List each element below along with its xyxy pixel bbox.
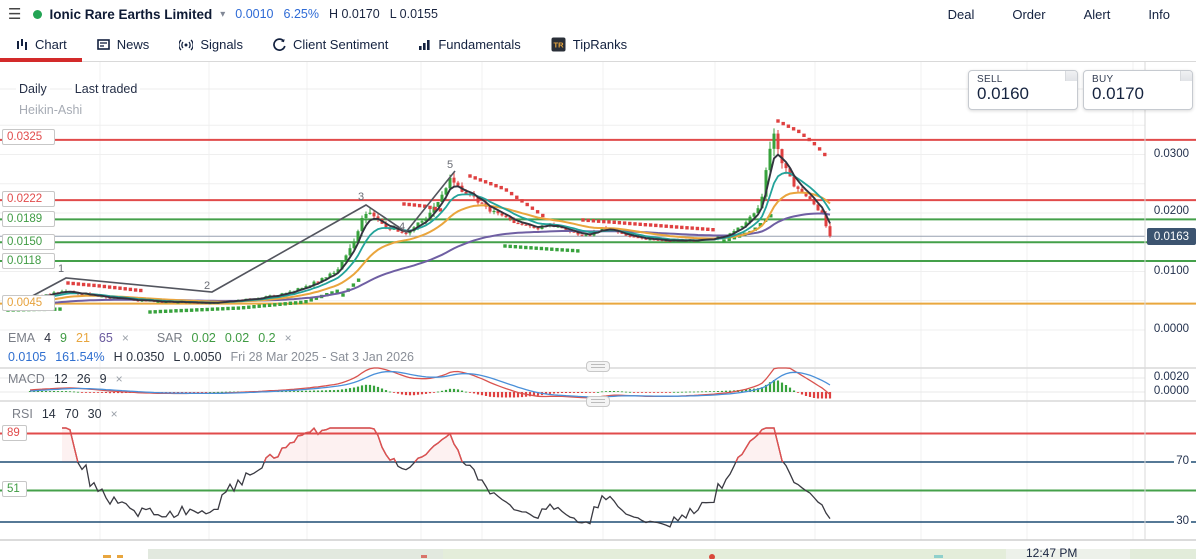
tab-fundamentals[interactable]: Fundamentals: [403, 28, 535, 61]
navigator-mark: [421, 555, 427, 558]
tab-bar: Chart News Signals Client Sentiment Fund…: [0, 28, 1196, 62]
time-axis-row: [0, 541, 1196, 549]
sar-close-icon[interactable]: ×: [284, 331, 292, 345]
axis-label-0200: 0.0200: [1151, 205, 1191, 217]
buy-ticket-edge: [1180, 71, 1192, 81]
level-badge-0150: 0.0150: [2, 234, 55, 250]
axis-label-0000: 0.0000: [1151, 323, 1191, 335]
navigator-mark: [934, 555, 943, 558]
pane-resize-handle[interactable]: [586, 396, 610, 407]
svg-text:5: 5: [447, 159, 453, 171]
rsi-axis-label-30: 30: [1174, 515, 1191, 527]
svg-text:1: 1: [58, 263, 64, 275]
tab-signals[interactable]: Signals: [164, 28, 258, 61]
sell-ticket-edge: [1065, 71, 1077, 81]
navigator-strip[interactable]: [148, 549, 443, 559]
svg-text:4: 4: [399, 221, 405, 233]
svg-text:TR: TR: [553, 41, 564, 50]
app-header: ☰ Ionic Rare Earths Limited ▾ 0.0010 6.2…: [0, 0, 1196, 29]
rsi-legend[interactable]: RSI 14 70 30 ×: [12, 407, 118, 421]
header-actions: Deal Order Alert Info: [948, 7, 1196, 22]
period-open: 0.0105: [8, 350, 47, 364]
level-badge-0118: 0.0118: [2, 253, 55, 269]
candle-style-label[interactable]: Heikin-Ashi: [16, 103, 86, 117]
ema-close-icon[interactable]: ×: [121, 331, 129, 345]
chart-toolbar: Daily Last traded: [16, 82, 141, 96]
info-button[interactable]: Info: [1148, 6, 1170, 22]
day-high: H 0.0170: [328, 7, 380, 21]
period-range: Fri 28 Mar 2025 - Sat 3 Jan 2026: [230, 350, 414, 364]
news-icon: [96, 38, 110, 51]
axis-label-0300: 0.0300: [1151, 148, 1191, 160]
price-change-pct: 6.25%: [283, 7, 319, 21]
order-button[interactable]: Order: [1012, 6, 1046, 22]
day-low: L 0.0155: [389, 7, 438, 21]
macd-axis-label-0000: 0.0000: [1151, 385, 1191, 397]
signals-icon: [179, 38, 194, 51]
sell-ticket-button[interactable]: SELL 0.0160: [968, 70, 1078, 110]
period-high: H 0.0350: [113, 350, 165, 364]
period-change-pct: 161.54%: [55, 350, 105, 364]
tab-chart[interactable]: Chart: [0, 28, 82, 62]
level-badge-0189: 0.0189: [2, 211, 55, 227]
period-low: L 0.0050: [173, 350, 222, 364]
macd-close-icon[interactable]: ×: [115, 372, 123, 386]
period-info-row: 0.0105 161.54% H 0.0350 L 0.0050 Fri 28 …: [8, 350, 414, 364]
market-open-indicator: [33, 9, 43, 19]
clock-label: 12:47 PM: [1026, 546, 1078, 559]
level-badge-0222: 0.0222: [2, 191, 55, 207]
tab-tipranks[interactable]: TR TipRanks: [536, 28, 642, 61]
alert-button[interactable]: Alert: [1083, 6, 1111, 22]
tipranks-icon: TR: [551, 37, 566, 52]
level-badge-0325: 0.0325: [2, 129, 55, 145]
tab-client-sentiment[interactable]: Client Sentiment: [258, 28, 403, 61]
svg-text:3: 3: [358, 191, 364, 203]
navigator-strip[interactable]: [1006, 549, 1130, 559]
navigator-mark: [709, 554, 715, 559]
navigator-strip[interactable]: [0, 549, 148, 559]
buy-ticket-button[interactable]: BUY 0.0170: [1083, 70, 1193, 110]
instrument-name[interactable]: Ionic Rare Earths Limited: [49, 6, 213, 22]
sell-label: SELL: [977, 74, 1003, 85]
traded-mode-select[interactable]: Last traded: [71, 82, 141, 96]
ema-legend[interactable]: EMA 4 9 21 65 × SAR 0.02 0.02 0.2 ×: [8, 331, 292, 345]
buy-label: BUY: [1092, 74, 1114, 85]
fundamentals-icon: [418, 38, 431, 51]
navigator-strip[interactable]: [443, 549, 1006, 559]
chart-icon: [15, 38, 28, 51]
pane-resize-handle[interactable]: [586, 361, 610, 372]
macd-axis-label-0020: 0.0020: [1151, 371, 1191, 383]
navigator-mark: [103, 555, 111, 558]
svg-text:2: 2: [204, 280, 210, 292]
chevron-down-icon[interactable]: ▾: [220, 8, 226, 20]
price-change: 0.0010: [235, 7, 274, 21]
rsi-level-badge-89: 89: [2, 425, 27, 441]
rsi-axis-label-70: 70: [1174, 455, 1191, 467]
navigator-strip[interactable]: [1130, 549, 1196, 559]
navigator-mark: [117, 555, 123, 558]
rsi-close-icon[interactable]: ×: [110, 407, 118, 421]
last-price-badge: 0.0163: [1147, 228, 1196, 245]
sell-price: 0.0160: [977, 84, 1029, 103]
rsi-level-badge-51: 51: [2, 481, 27, 497]
axis-label-0100: 0.0100: [1151, 265, 1191, 277]
menu-icon[interactable]: ☰: [8, 5, 22, 23]
macd-legend[interactable]: MACD 12 26 9 ×: [8, 372, 123, 386]
buy-price: 0.0170: [1092, 84, 1144, 103]
tab-news[interactable]: News: [82, 28, 165, 61]
timeframe-select[interactable]: Daily: [16, 82, 50, 96]
client-sentiment-icon: [273, 38, 286, 51]
level-badge-0045: 0.0045: [2, 295, 55, 311]
deal-button[interactable]: Deal: [947, 6, 975, 22]
